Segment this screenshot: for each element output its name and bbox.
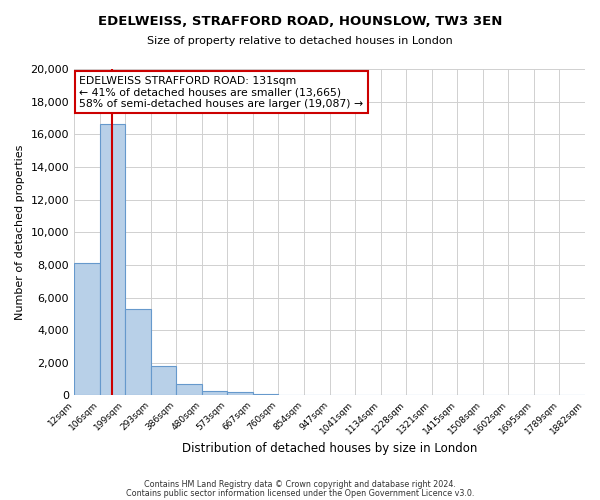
Text: EDELWEISS STRAFFORD ROAD: 131sqm
← 41% of detached houses are smaller (13,665)
5: EDELWEISS STRAFFORD ROAD: 131sqm ← 41% o… [79,76,363,108]
Bar [227,392,253,396]
Bar [253,394,278,396]
X-axis label: Distribution of detached houses by size in London: Distribution of detached houses by size … [182,442,477,455]
Bar [202,390,227,396]
Bar [74,263,100,396]
Y-axis label: Number of detached properties: Number of detached properties [15,144,25,320]
Bar [100,124,125,396]
Text: Contains public sector information licensed under the Open Government Licence v3: Contains public sector information licen… [126,488,474,498]
Text: Size of property relative to detached houses in London: Size of property relative to detached ho… [147,36,453,46]
Bar [151,366,176,396]
Text: Contains HM Land Registry data © Crown copyright and database right 2024.: Contains HM Land Registry data © Crown c… [144,480,456,489]
Bar [125,309,151,396]
Text: EDELWEISS, STRAFFORD ROAD, HOUNSLOW, TW3 3EN: EDELWEISS, STRAFFORD ROAD, HOUNSLOW, TW3… [98,15,502,28]
Bar [176,384,202,396]
